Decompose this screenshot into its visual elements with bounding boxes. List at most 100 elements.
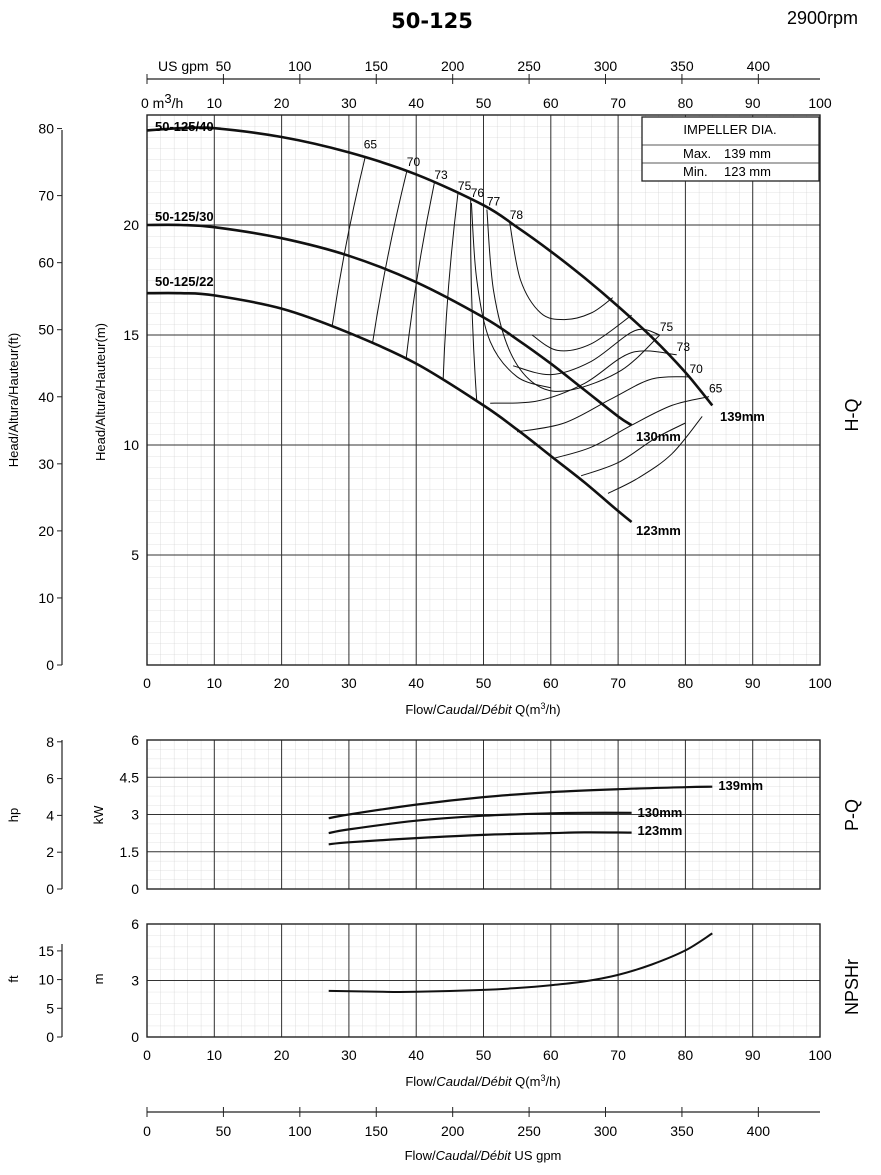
hq-y-m-tick-label: 15 [123, 327, 139, 343]
hq-y-ft-tick-label: 40 [38, 389, 54, 405]
pq-side-label: P-Q [842, 799, 862, 831]
hq-y-ft-tick-label: 70 [38, 188, 54, 204]
efficiency-loop-76-inner [470, 202, 551, 389]
gpm-top-tick-label: 350 [670, 58, 694, 74]
efficiency-loop-mid [531, 314, 632, 352]
hq-tick-labels: 0 10 20 30 40 50 60 70 80 90 100 5 10 15 20 0 10 20 30 40 50… [38, 121, 831, 691]
us-gpm-top-label: US gpm [158, 58, 209, 74]
gpm-top-tick-label: 400 [747, 58, 771, 74]
hq-x-tick-label: 20 [274, 675, 290, 691]
head-ft-axis-label: Head/Altura/Hauteur(ft) [6, 333, 21, 467]
head-m-axis-label: Head/Altura/Hauteur(m) [93, 323, 108, 461]
speed-label: 2900rpm [787, 8, 858, 28]
gpm-top-tick-label: 100 [288, 58, 312, 74]
hq-x-tick-label: 10 [207, 675, 223, 691]
pq-kw-tick-label: 1.5 [120, 844, 140, 860]
pq-frame [146, 739, 821, 890]
gpm-top-tick-label: 150 [365, 58, 389, 74]
npsh-ft-tick-label: 15 [38, 943, 54, 959]
hq-x-tick-label: 90 [745, 675, 761, 691]
npsh-m-tick-label: 0 [131, 1029, 139, 1045]
pq-kw-tick-label: 0 [131, 881, 139, 897]
npsh-x-tick-label: 60 [543, 1047, 559, 1063]
m3h-top-tick-label: 70 [610, 95, 626, 111]
m3h-top-tick-label: 10 [207, 95, 223, 111]
efficiency-right-70 [517, 376, 690, 433]
hq-frame [146, 114, 821, 666]
npsh-x-tick-label: 70 [610, 1047, 626, 1063]
npsh-ft-tick-label: 5 [46, 1000, 54, 1016]
gpm-bottom-tick-label: 200 [441, 1123, 465, 1139]
gpm-bottom-tick-label: 400 [747, 1123, 771, 1139]
pq-curve-123mm [328, 831, 632, 846]
impeller-max-value: 139 mm [724, 146, 771, 161]
npsh-ft-tick-label: 0 [46, 1029, 54, 1045]
hq-x-tick-label: 30 [341, 675, 357, 691]
gpm-bottom-tick-label: 300 [594, 1123, 618, 1139]
npsh-x-tick-label: 20 [274, 1047, 290, 1063]
gpm-top-tick-label: 200 [441, 58, 465, 74]
efficiency-iso-line [331, 157, 366, 327]
hq-curve-130mm [146, 223, 633, 427]
hq-y-ft-tick-label: 10 [38, 590, 54, 606]
impeller-dia-box: IMPELLER DIA. Max. 139 mm Min. 123 mm [641, 116, 820, 182]
npsh-x-tick-label: 90 [745, 1047, 761, 1063]
impeller-max-label: Max. [683, 146, 711, 161]
flow-axis-label-npsh: Flow/Caudal/Débit Q(m3/h) [405, 1073, 560, 1089]
impeller-min-label: Min. [683, 164, 708, 179]
efficiency-label: 75 [458, 179, 472, 193]
m-axis-label: m [91, 974, 106, 985]
us-gpm-bottom-axis: 0 50 100 150 200 250 300 350 400 [143, 1107, 820, 1139]
hp-axis-label: hp [6, 808, 21, 822]
hq-y-ft-tick-label: 60 [38, 255, 54, 271]
hq-y-m-tick-label: 5 [131, 547, 139, 563]
pq-hp-tick-label: 4 [46, 807, 54, 823]
gpm-bottom-tick-label: 100 [288, 1123, 312, 1139]
efficiency-right-65c [607, 416, 703, 494]
gpm-bottom-tick-label: 350 [670, 1123, 694, 1139]
m3h-top-label: 0 m3/h [141, 91, 183, 111]
pq-kw-tick-label: 3 [131, 807, 139, 823]
impeller-box-title: IMPELLER DIA. [683, 122, 776, 137]
efficiency-right-65a [554, 396, 710, 459]
npsh-x-tick-label: 100 [808, 1047, 832, 1063]
efficiency-iso-line [371, 171, 408, 344]
pq-curve-139mm [328, 785, 713, 820]
hq-y-ft-tick-label: 0 [46, 657, 54, 673]
efficiency-iso-line [405, 182, 435, 360]
gpm-top-tick-label: 250 [517, 58, 541, 74]
npsh-m-tick-label: 6 [131, 916, 139, 932]
npsh-x-tick-label: 80 [678, 1047, 694, 1063]
hq-y-ft-tick-label: 20 [38, 523, 54, 539]
hq-y-ft-tick-label: 30 [38, 456, 54, 472]
npsh-frame [146, 923, 821, 1038]
hq-model-label: 50-125/30 [155, 209, 214, 224]
efficiency-label: 75 [660, 320, 674, 334]
npsh-x-tick-label: 40 [408, 1047, 424, 1063]
gpm-bottom-tick-label: 250 [517, 1123, 541, 1139]
efficiency-loop-78 [509, 222, 613, 321]
pq-hp-tick-label: 2 [46, 844, 54, 860]
npsh-curve [328, 932, 713, 993]
hq-curve-123mm [146, 291, 633, 524]
efficiency-right-73 [490, 350, 677, 404]
hq-y-m-tick-label: 10 [123, 437, 139, 453]
hq-diameter-label: 123mm [636, 523, 681, 538]
npsh-major-grid [147, 924, 820, 1037]
gpm-top-tick-label: 50 [216, 58, 232, 74]
m3h-top-tick-label: 50 [476, 95, 492, 111]
npsh-ft-tick-label: 10 [38, 972, 54, 988]
m3h-top-tick-label: 40 [408, 95, 424, 111]
hq-y-m-tick-label: 20 [123, 217, 139, 233]
hq-diameter-label: 139mm [720, 409, 765, 424]
pq-hp-tick-label: 6 [46, 771, 54, 787]
pq-kw-tick-label: 6 [131, 732, 139, 748]
hq-major-grid [147, 115, 820, 665]
m3h-top-tick-label: 60 [543, 95, 559, 111]
chart-title: 50-125 [391, 9, 473, 33]
hq-x-tick-label: 0 [143, 675, 151, 691]
kw-axis-label: kW [91, 805, 106, 825]
efficiency-iso-line [470, 199, 478, 402]
